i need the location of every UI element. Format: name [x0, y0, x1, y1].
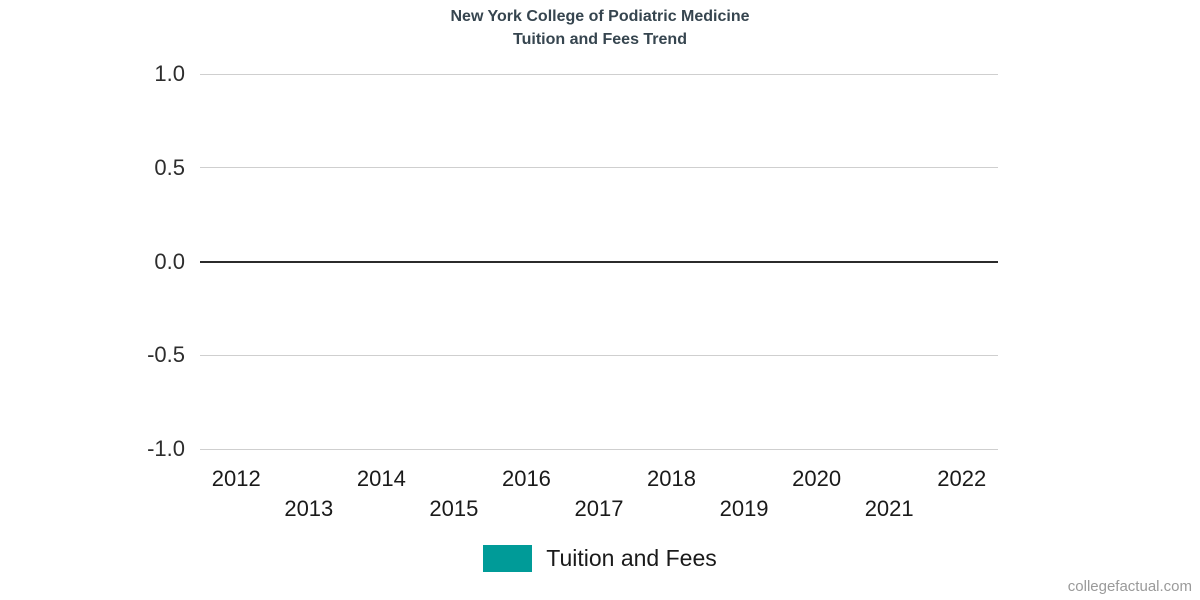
- watermark: collegefactual.com: [1067, 578, 1192, 595]
- gridline: [200, 73, 998, 75]
- y-tick-label: 0.5: [154, 154, 185, 180]
- y-tick-label: -1.0: [147, 436, 185, 461]
- y-tick-label: -0.5: [147, 342, 185, 368]
- y-tick-label: 0.0: [154, 248, 185, 274]
- legend-swatch-icon: [483, 545, 533, 572]
- legend[interactable]: Tuition and Fees: [0, 545, 1200, 572]
- zero-gridline: [200, 260, 998, 263]
- legend-label: Tuition and Fees: [546, 545, 717, 571]
- y-tick-label: 1.0: [154, 61, 185, 86]
- gridline: [200, 354, 998, 356]
- x-tick-label: 2015: [429, 496, 479, 521]
- x-tick-label: 2013: [284, 496, 334, 521]
- x-tick-label: 2014: [356, 466, 406, 491]
- x-tick-label: 2022: [937, 466, 987, 491]
- x-tick-label: 2016: [501, 466, 551, 491]
- x-tick-label: 2017: [574, 496, 624, 521]
- chart-subtitle: Tuition and Fees Trend: [513, 31, 687, 48]
- x-tick-label: 2021: [864, 496, 914, 521]
- gridline: [200, 448, 998, 450]
- x-tick-label: 2019: [719, 496, 769, 521]
- x-tick-label: 2018: [647, 466, 696, 491]
- chart-title-block: New York College of Podiatric Medicine T…: [0, 5, 1200, 51]
- x-tick-label: 2012: [211, 466, 261, 491]
- x-tick-label: 2020: [792, 466, 842, 491]
- gridline: [200, 167, 998, 169]
- chart-title: New York College of Podiatric Medicine: [450, 8, 750, 25]
